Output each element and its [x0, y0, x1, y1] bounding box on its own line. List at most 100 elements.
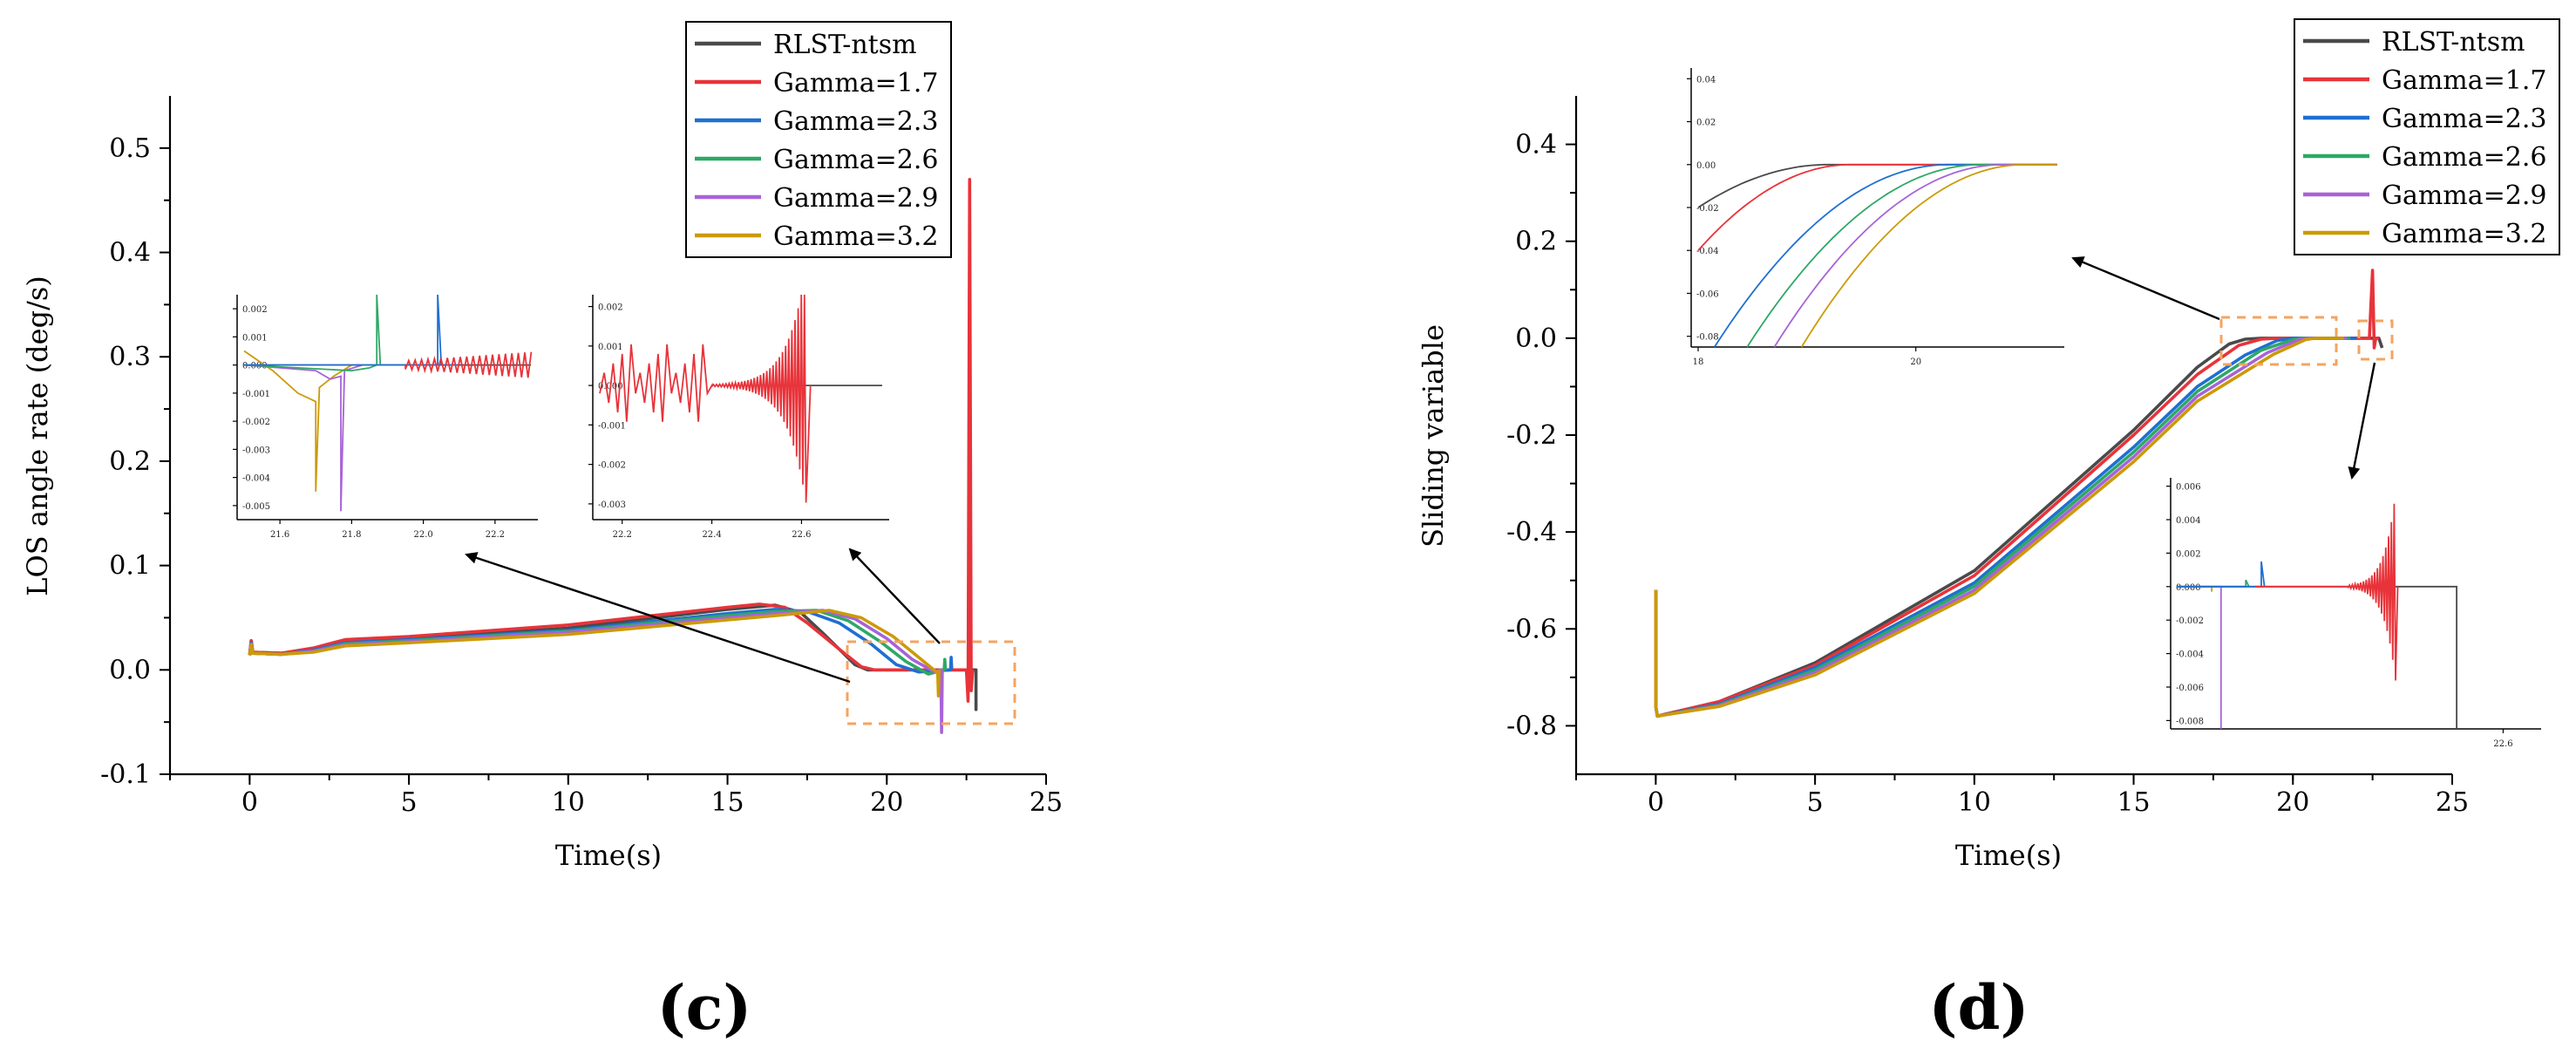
- chart-panel-c: 0 5 10 15 20 25 -0.1 0.0 0.1 0.2 0.3 0.4 0.5 Time(s)…: [21, 21, 1063, 1044]
- inset-y-tick-label: 0.002: [242, 305, 268, 315]
- legend-item-gamma-2-3: Gamma=2.3: [773, 106, 938, 137]
- x-axis-label-c: Time(s): [555, 839, 662, 872]
- zoom-box-d-left: [2219, 316, 2338, 366]
- y-tick-label-d: -0.6: [1506, 614, 1557, 644]
- inset-series-gamma-1-7: [404, 351, 533, 378]
- inset-y-tick-label: -0.001: [598, 421, 626, 431]
- inset-c-left: 21.6 21.8 22.0 22.20.0020.0010.000-0.001-0.…: [233, 294, 538, 540]
- inset-d-bottom: 22.6 0.006 0.004 0.002 0.000 -0.002 -0.004 -0.0…: [2166, 478, 2541, 749]
- series-gamma-3-2-d: [1654, 337, 2344, 718]
- inset-x-tick-label: 22.4: [702, 530, 721, 540]
- legend-item-gamma-3-2: Gamma=3.2: [773, 221, 938, 252]
- inset-y-tick-label: -0.06: [1696, 289, 1719, 299]
- arrow-c-right: [848, 548, 941, 644]
- x-tick-label-d: 25: [2436, 787, 2469, 818]
- inset-y-tick-label: 0.001: [598, 343, 623, 352]
- inset-y-tick-label: 0.001: [242, 333, 268, 343]
- inset-series-gamma-1-7: [599, 294, 812, 503]
- legend-item-rlst-ntsm: RLST-ntsm: [773, 30, 917, 60]
- inset-y-tick-label: -0.003: [242, 446, 270, 455]
- inset-x-tick-label: 20: [1910, 357, 1921, 367]
- inset-y-tick-label: -0.004: [2176, 650, 2204, 660]
- zoom-box-d-right: [2357, 319, 2394, 361]
- inset-series-gamma-1-7: [1697, 163, 2057, 251]
- panel-label-d: (d): [1928, 971, 2029, 1044]
- panel-label-c: (c): [657, 971, 752, 1044]
- y-tick-label-d: 0.0: [1515, 323, 1557, 354]
- inset-series-rlst-ntsm: [1697, 163, 2057, 208]
- legend-item-gamma-2-9: Gamma=2.9: [773, 183, 938, 214]
- inset-y-tick-label: -0.004: [242, 474, 270, 484]
- inset-y-tick-label: 0.002: [598, 303, 623, 313]
- inset-y-tick-label: -0.04: [1696, 247, 1719, 256]
- inset-x-tick-label: 21.6: [270, 530, 289, 540]
- x-tick-label-c: 0: [241, 787, 258, 818]
- y-tick-label-d: -0.2: [1506, 420, 1557, 451]
- inset-y-tick-label: -0.08: [1696, 333, 1719, 343]
- inset-y-tick-label: -0.001: [242, 390, 270, 399]
- legend-item-gamma-1-7: Gamma=1.7: [773, 68, 938, 99]
- y-tick-label-d: 0.4: [1515, 130, 1557, 160]
- inset-c-right: 22.2 22.4 22.60.0020.0010.000-0.001-0.002-…: [588, 294, 889, 540]
- inset-y-tick-label: -0.002: [598, 461, 626, 471]
- legend-item-rlst-ntsm: RLST-ntsm: [2382, 27, 2525, 58]
- inset-y-tick-label: -0.008: [2176, 717, 2204, 726]
- inset-x-tick-label: 22.2: [486, 530, 505, 540]
- legend-item-gamma-2-9: Gamma=2.9: [2382, 180, 2546, 211]
- inset-x-tick-label: 18: [1693, 357, 1704, 367]
- inset-y-tick-label: 0.04: [1696, 75, 1716, 85]
- y-axis-label-c: LOS angle rate (deg/s): [21, 276, 54, 596]
- chart-panel-d: 0 5 10 15 20 25 -0.8 -0.6 -0.4 -0.2 0.0 0.2 0.4 Time…: [1417, 18, 2560, 1044]
- x-tick-label-c: 15: [710, 787, 744, 818]
- y-tick-label-c: 0.1: [109, 551, 151, 582]
- inset-series-gamma-2-3: [244, 294, 459, 366]
- y-tick-label-c: 0.4: [109, 238, 151, 269]
- inset-y-tick-label: 0.00: [1696, 161, 1716, 171]
- inset-series-gamma-2-3: [1713, 163, 2057, 348]
- series-gamma-2-6-c: [248, 609, 948, 676]
- arrow-c-left: [465, 552, 851, 684]
- inset-y-tick-label: -0.003: [598, 500, 626, 510]
- x-tick-label-d: 5: [1807, 787, 1824, 818]
- legend-c: RLST-ntsm Gamma=1.7 Gamma=2.3 Gamma=2.6 Gamm…: [685, 21, 952, 258]
- x-tick-label-d: 0: [1648, 787, 1664, 818]
- arrow-d-top: [2071, 256, 2220, 321]
- inset-y-tick-label: 0.000: [2176, 583, 2201, 593]
- inset-series-gamma-2-6: [1746, 163, 2057, 348]
- legend-item-gamma-1-7: Gamma=1.7: [2382, 65, 2546, 96]
- series-gamma-2-9-c: [248, 609, 944, 734]
- x-tick-label-c: 10: [552, 787, 585, 818]
- y-tick-label-d: 0.2: [1515, 227, 1557, 257]
- x-tick-label-c: 25: [1030, 787, 1063, 818]
- x-tick-label-d: 20: [2276, 787, 2309, 818]
- inset-y-tick-label: 0.004: [2176, 516, 2201, 526]
- series-gamma-3-2-c: [248, 609, 941, 698]
- legend-item-gamma-3-2: Gamma=3.2: [2382, 219, 2546, 249]
- inset-x-tick-label: 22.0: [413, 530, 432, 540]
- y-tick-label-d: -0.8: [1506, 711, 1557, 741]
- zoom-box-c: [846, 640, 1016, 725]
- inset-series-gamma-2-9: [1773, 163, 2057, 348]
- inset-y-tick-label: -0.005: [242, 502, 270, 512]
- x-tick-label-c: 5: [401, 787, 418, 818]
- inset-series-gamma-3-2: [1800, 163, 2057, 348]
- legend-item-gamma-2-6: Gamma=2.6: [773, 145, 938, 175]
- inset-y-tick-label: 0.002: [2176, 549, 2201, 559]
- arrow-d-bottom: [2348, 362, 2376, 480]
- x-tick-label-c: 20: [870, 787, 903, 818]
- y-tick-label-c: 0.0: [109, 655, 151, 685]
- inset-x-tick-label: 22.2: [613, 530, 632, 540]
- x-tick-label-d: 10: [1958, 787, 1991, 818]
- inset-y-tick-label: -0.02: [1696, 204, 1719, 214]
- legend-d: RLST-ntsm Gamma=1.7 Gamma=2.3 Gamma=2.6 Gamm…: [2294, 18, 2560, 255]
- y-tick-label-d: -0.4: [1506, 517, 1557, 548]
- y-axis-label-d: Sliding variable: [1417, 324, 1450, 548]
- legend-item-gamma-2-3: Gamma=2.3: [2382, 104, 2546, 134]
- y-tick-label-c: 0.2: [109, 446, 151, 477]
- x-axis-label-d: Time(s): [1955, 839, 2062, 872]
- inset-series-gamma-1-7: [2254, 503, 2399, 681]
- inset-x-tick-label: 22.6: [2493, 739, 2512, 749]
- inset-y-tick-label: -0.002: [2176, 616, 2204, 626]
- inset-series-gamma-2-3: [2178, 561, 2266, 588]
